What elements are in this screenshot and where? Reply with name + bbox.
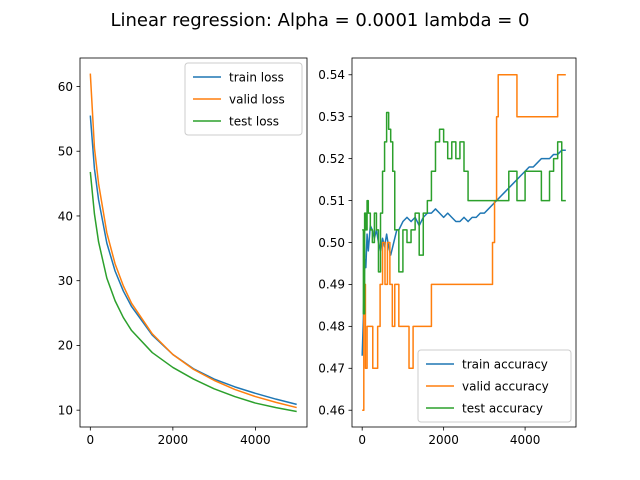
loss-y-tick-label: 10 xyxy=(58,403,73,417)
loss-legend-label: test loss xyxy=(229,114,279,128)
accuracy-plot: 0 2000 4000 0.46 0.47 0.48 0.49 0.50 0.51 0.52 0.5… xyxy=(318,57,577,447)
loss-plot-frame xyxy=(79,57,308,428)
loss-y-tick-label: 50 xyxy=(58,145,73,159)
accuracy-y-tick-label: 0.54 xyxy=(318,68,345,82)
accuracy-y-tick-label: 0.46 xyxy=(318,404,345,418)
accuracy-y-tick-label: 0.53 xyxy=(318,110,345,124)
loss-legend-label: train loss xyxy=(229,70,284,84)
loss-series-layer xyxy=(89,73,297,413)
accuracy-series-line-2 xyxy=(362,74,566,411)
loss-y-tick-label: 60 xyxy=(58,80,73,94)
accuracy-series-line-3 xyxy=(362,111,566,315)
accuracy-y-tick-label: 0.48 xyxy=(318,320,345,334)
loss-x-tick-label: 0 xyxy=(86,433,94,447)
accuracy-legend-box xyxy=(417,349,572,423)
loss-ticks-layer: 0 2000 4000 10 20 30 40 50 60 xyxy=(58,80,271,447)
loss-y-tick-label: 40 xyxy=(58,209,73,223)
accuracy-legend-label: valid accuracy xyxy=(462,379,549,393)
accuracy-legend-label: test accuracy xyxy=(462,401,543,415)
loss-legend: train loss valid loss test loss xyxy=(184,62,303,136)
accuracy-y-tick-label: 0.51 xyxy=(318,194,345,208)
loss-legend-label: valid loss xyxy=(229,92,285,106)
accuracy-x-tick-label: 2000 xyxy=(428,433,459,447)
loss-x-tick-label: 4000 xyxy=(240,433,271,447)
loss-series-line-1 xyxy=(89,115,297,406)
accuracy-x-tick-label: 4000 xyxy=(510,433,541,447)
accuracy-series-layer xyxy=(361,74,566,411)
loss-y-tick-label: 20 xyxy=(58,339,73,353)
loss-legend-box xyxy=(184,62,303,136)
loss-series-line-3 xyxy=(89,171,297,413)
accuracy-ticks-layer: 0 2000 4000 0.46 0.47 0.48 0.49 0.50 0.51 0.52 0.5… xyxy=(318,68,540,447)
accuracy-x-tick-label: 0 xyxy=(358,433,366,447)
loss-series-line-2 xyxy=(89,73,297,409)
accuracy-y-tick-label: 0.50 xyxy=(318,236,345,250)
accuracy-y-tick-label: 0.47 xyxy=(318,362,345,376)
loss-y-tick-label: 30 xyxy=(58,274,73,288)
figure-suptitle: Linear regression: Alpha = 0.0001 lambda… xyxy=(110,10,529,31)
loss-plot: 0 2000 4000 10 20 30 40 50 60 train loss valid lo… xyxy=(58,57,308,447)
accuracy-legend: train accuracy valid accuracy test accurac… xyxy=(417,349,572,423)
accuracy-y-tick-label: 0.52 xyxy=(318,152,345,166)
accuracy-y-tick-label: 0.49 xyxy=(318,278,345,292)
accuracy-legend-label: train accuracy xyxy=(462,357,548,371)
loss-x-tick-label: 2000 xyxy=(158,433,189,447)
